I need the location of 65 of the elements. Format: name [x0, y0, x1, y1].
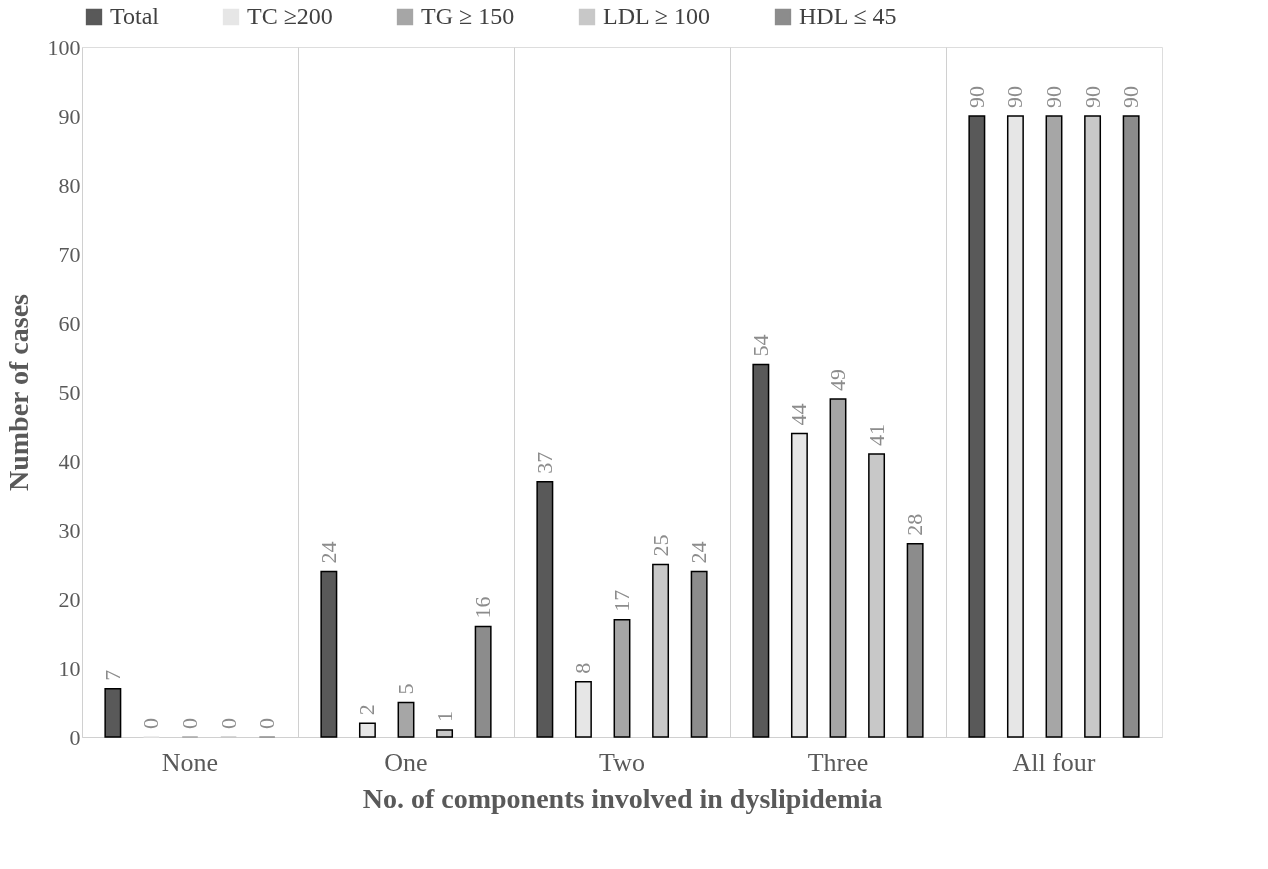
bar: [358, 722, 376, 738]
bar: [829, 398, 847, 738]
y-tick-label: 30: [58, 517, 81, 543]
y-tick-label: 0: [69, 724, 81, 750]
y-tick-label: 70: [58, 241, 81, 267]
data-label: 8: [570, 662, 596, 674]
y-tick-label: 80: [58, 172, 81, 198]
data-label: 24: [315, 541, 341, 564]
data-label: 5: [393, 683, 418, 695]
bar: [1045, 115, 1063, 738]
bar: [1122, 115, 1140, 738]
x-axis-title: No. of components involved in dyslipidemia: [362, 782, 883, 814]
data-label: 25: [647, 534, 673, 557]
bar: [790, 432, 808, 738]
bar: [1006, 115, 1024, 738]
x-tick-label: All four: [1012, 747, 1096, 777]
data-label: 28: [902, 513, 928, 536]
data-label: 0: [138, 718, 164, 729]
bar: [690, 570, 708, 738]
y-tick-label: 60: [58, 310, 81, 336]
bar: [574, 681, 592, 738]
y-tick-label: 40: [58, 448, 81, 474]
y-tick-label: 50: [58, 379, 81, 405]
y-axis-title: Number of cases: [2, 293, 34, 492]
y-tick-label: 100: [47, 34, 81, 60]
bar: [474, 625, 492, 738]
y-tick-label: 90: [58, 103, 81, 129]
data-label: 17: [609, 589, 634, 612]
bar: [752, 363, 770, 738]
legend-label: TG ≥ 150: [421, 3, 515, 29]
legend-label: TC ≥200: [247, 3, 333, 29]
x-tick-label: Two: [599, 747, 645, 777]
bar: [906, 543, 924, 738]
bar: [613, 618, 631, 738]
data-label: 44: [786, 403, 812, 426]
data-label: 0: [177, 718, 202, 729]
y-tick-label: 10: [58, 655, 81, 681]
data-label: 90: [963, 86, 989, 108]
data-label: 16: [470, 596, 496, 619]
data-label: 90: [1002, 86, 1028, 108]
x-tick-label: None: [161, 747, 219, 777]
legend-label: LDL ≥ 100: [603, 3, 710, 29]
bar: [397, 701, 415, 738]
data-label: 37: [531, 451, 557, 474]
bar: [968, 115, 986, 738]
data-label: 49: [825, 368, 850, 391]
legend-label: HDL ≤ 45: [799, 3, 897, 29]
bar: [104, 687, 122, 738]
data-label: 0: [215, 718, 241, 729]
data-label: 24: [686, 541, 712, 564]
legend-label: Total: [110, 3, 160, 29]
data-label: 2: [354, 704, 380, 716]
y-tick-label: 20: [58, 586, 81, 612]
x-tick-label: One: [384, 747, 428, 777]
data-label: 1: [431, 711, 457, 723]
data-label: 41: [863, 424, 889, 447]
data-label: 90: [1041, 86, 1066, 108]
bar: [536, 480, 554, 738]
data-label: 7: [99, 669, 125, 681]
bar: [320, 570, 338, 738]
data-label: 90: [1079, 86, 1105, 108]
x-tick-label: Three: [807, 747, 869, 777]
data-label: 54: [747, 334, 773, 357]
data-label: 90: [1118, 86, 1144, 108]
data-label: 0: [254, 718, 280, 729]
